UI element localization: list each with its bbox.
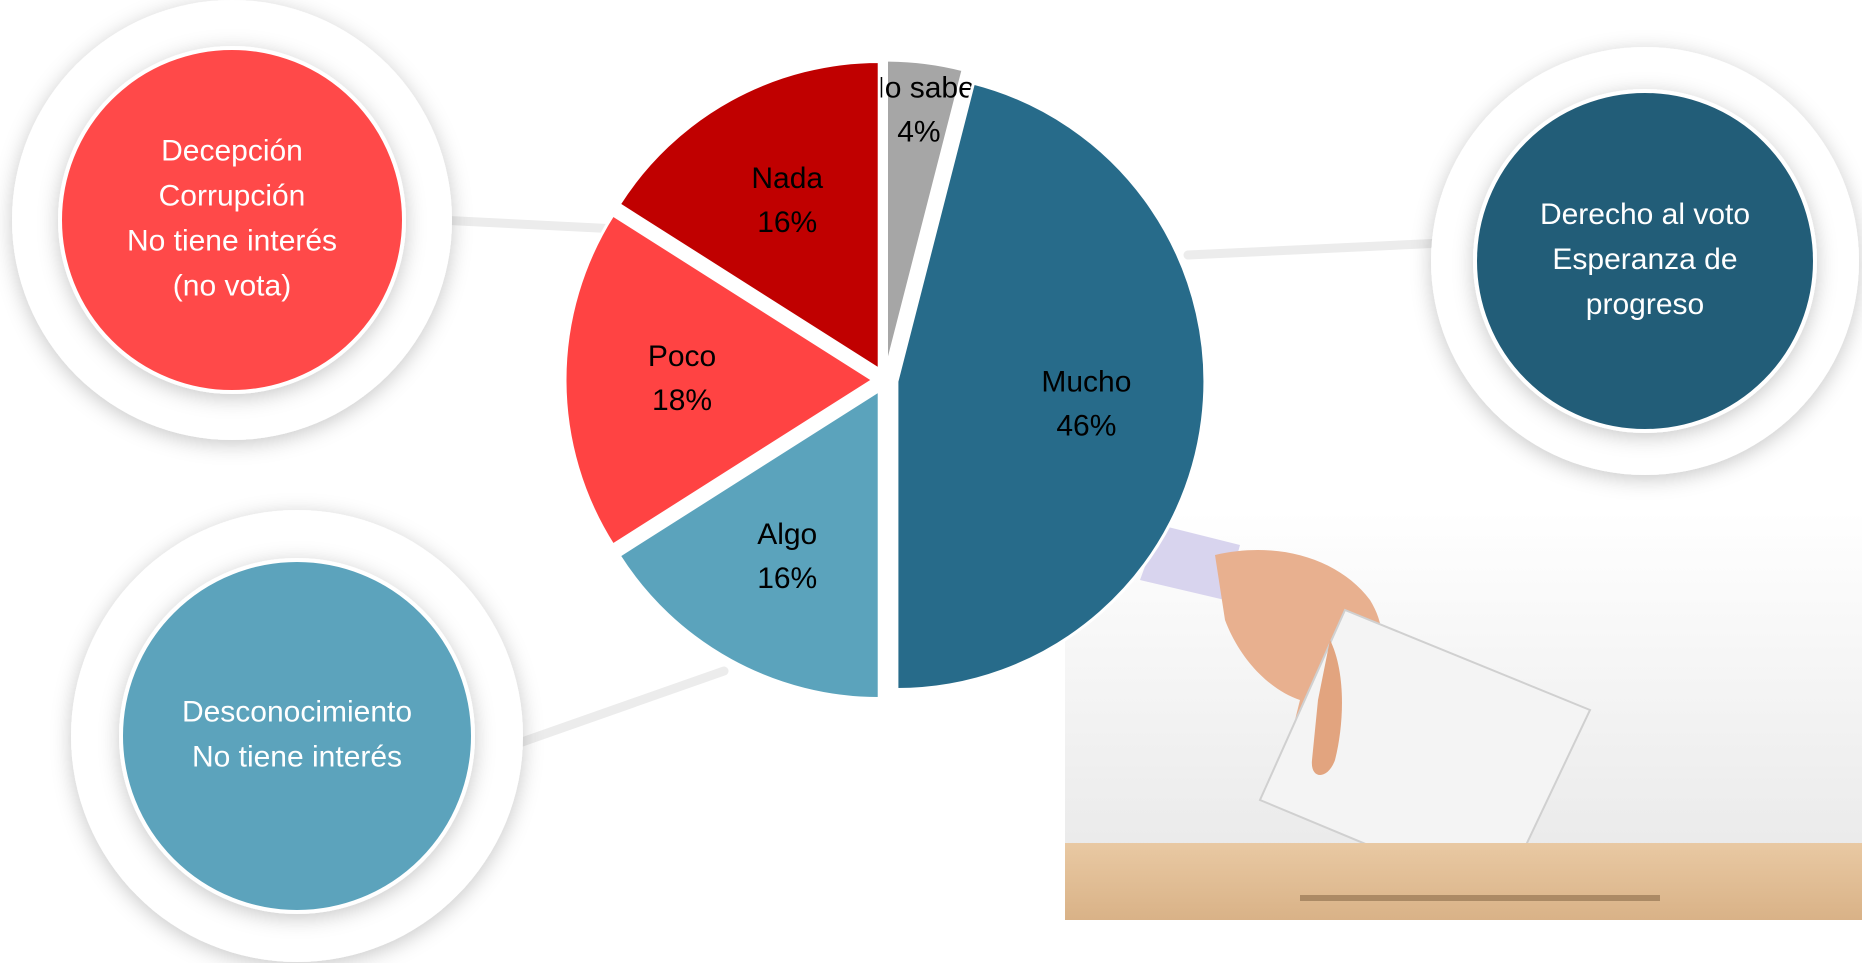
pie-slice <box>885 58 965 369</box>
connector-line <box>434 215 623 234</box>
pie-category-label: Nada <box>751 162 823 195</box>
connector-line <box>500 666 729 753</box>
callout-circle <box>1473 89 1817 433</box>
connectors <box>434 215 1448 753</box>
pie-slice <box>617 59 881 373</box>
callout-text: No tiene interés <box>127 224 337 257</box>
pie: No sabe 4% Mucho 46% Algo 16% Poco 18% Nada 16% <box>563 58 1207 701</box>
pie-value-label: 46% <box>1056 409 1116 442</box>
callout-text: No tiene interés <box>192 740 402 773</box>
callouts: Decepción Corrupción No tiene interés (no v… <box>12 0 1859 962</box>
pie-slice <box>895 81 1207 692</box>
pie-value-label: 16% <box>757 206 817 239</box>
pie-value-label: 4% <box>897 115 940 148</box>
pie-category-label: No sabe <box>863 71 975 104</box>
callout-circle <box>58 46 406 394</box>
pie-slice <box>617 387 881 701</box>
callout-text: Corrupción <box>159 179 306 212</box>
pie-category-label: Algo <box>757 518 817 551</box>
callout-text: progreso <box>1586 288 1704 321</box>
pie-slice <box>563 212 876 548</box>
voting-photo <box>1065 511 1862 920</box>
pie-value-label: 16% <box>757 562 817 595</box>
callout-text: Desconocimiento <box>182 695 412 728</box>
connector-line <box>1183 238 1448 260</box>
callout-text: Decepción <box>161 134 303 167</box>
pie-category-label: Poco <box>648 340 716 373</box>
pie-value-label: 18% <box>652 384 712 417</box>
callout-circle <box>119 558 475 914</box>
callout-text: Derecho al voto <box>1540 198 1750 231</box>
callout-text: (no vota) <box>173 269 291 302</box>
pie-category-label: Mucho <box>1041 365 1131 398</box>
callout-text: Esperanza de <box>1552 243 1737 276</box>
